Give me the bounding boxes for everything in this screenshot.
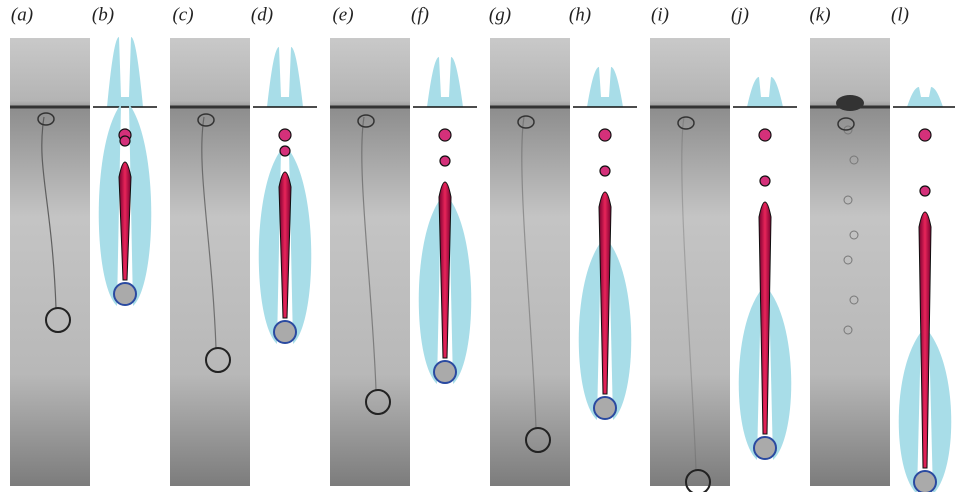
bubble (434, 361, 456, 383)
droplet (920, 186, 930, 196)
photo-panel (490, 38, 570, 486)
panel-label: (e) (332, 4, 353, 25)
panel-label: (c) (172, 4, 193, 25)
vortex-right (769, 290, 791, 460)
droplet (759, 129, 771, 141)
panel-label: (l) (891, 4, 909, 25)
panel-label: (d) (251, 4, 273, 25)
surface-jet (907, 87, 943, 107)
droplet (600, 166, 610, 176)
vortex-left (99, 104, 121, 306)
jet (439, 182, 451, 358)
panel-label: (i) (651, 4, 669, 25)
panel-label: (j) (731, 4, 749, 25)
panel-label: (k) (809, 4, 830, 25)
drop-cap (836, 95, 864, 111)
panel-label: (f) (411, 4, 429, 25)
vortex-right (609, 242, 631, 420)
droplet (120, 136, 130, 146)
bubble (754, 437, 776, 459)
vortex-left (419, 198, 441, 384)
jet (279, 172, 291, 318)
panels: (a) (b) (c) (d) (e) (f) (g) (h) (i) (j) (k) (l) (10, 4, 955, 492)
vortex-right (929, 332, 951, 492)
droplet (919, 129, 931, 141)
jet (119, 162, 131, 280)
droplet (440, 156, 450, 166)
vortex-left (259, 150, 281, 344)
droplet (279, 129, 291, 141)
panel-label: (g) (489, 4, 511, 25)
jet (599, 192, 611, 394)
droplet (280, 146, 290, 156)
droplet (599, 129, 611, 141)
surface-jet (747, 77, 783, 107)
panel-label: (a) (11, 4, 33, 25)
panel-label: (h) (569, 4, 591, 25)
panel-label: (b) (92, 4, 114, 25)
surface-jet (587, 67, 623, 107)
droplet (439, 129, 451, 141)
vortex-left (739, 290, 761, 460)
bubble (914, 471, 936, 492)
photo-panel (330, 38, 410, 486)
jet (759, 202, 771, 434)
bubble (594, 397, 616, 419)
figure: (a) (b) (c) (d) (e) (f) (g) (h) (i) (j) (k) (l) (0, 0, 955, 492)
droplet (760, 176, 770, 186)
jet (919, 212, 931, 468)
bubble (274, 321, 296, 343)
surface-jet (267, 47, 303, 107)
surface-jet (427, 57, 463, 107)
photo-panel (10, 38, 90, 486)
vortex-left (899, 332, 921, 492)
bubble (114, 283, 136, 305)
surface-jet (107, 37, 143, 107)
vortex-left (579, 242, 601, 420)
vortex-right (129, 104, 151, 306)
vortex-right (289, 150, 311, 344)
photo-panel (650, 38, 730, 486)
vortex-right (449, 198, 471, 384)
